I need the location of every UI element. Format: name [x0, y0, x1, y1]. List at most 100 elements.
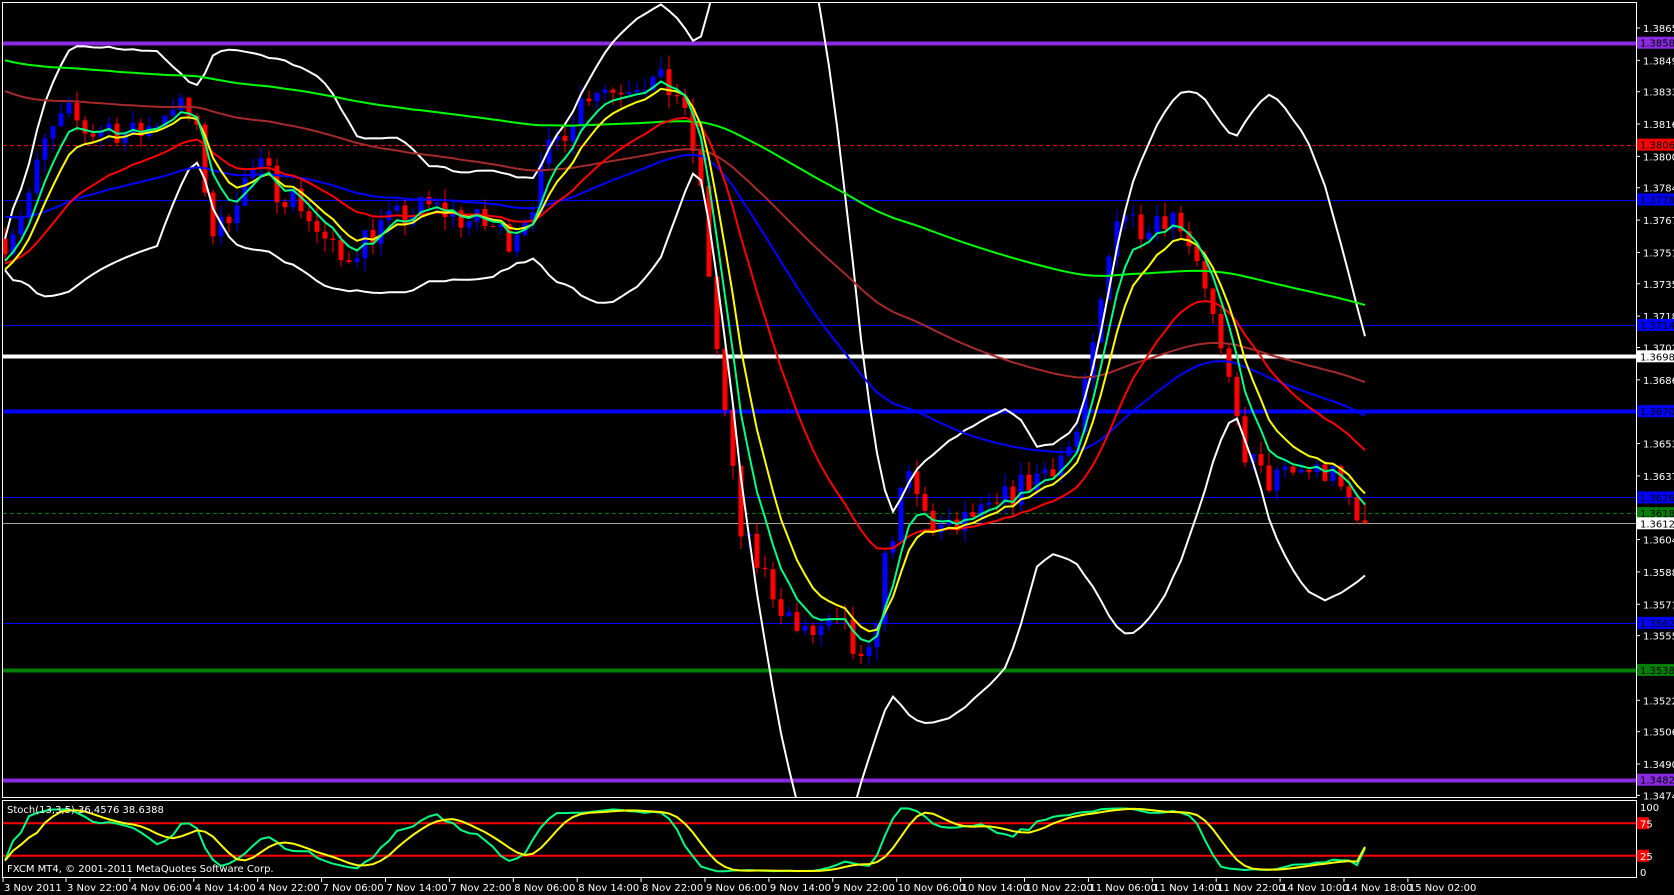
- y-tick-label: 1.35715: [1643, 600, 1674, 611]
- price-label: 1.37780: [1640, 196, 1674, 207]
- price-label-box: [1637, 405, 1674, 418]
- price-label: 1.38060: [1640, 141, 1674, 152]
- ma-21-line: [4, 116, 1366, 550]
- candle: [1298, 469, 1304, 473]
- candle: [490, 226, 496, 228]
- x-tick-label: 11 Nov 14:00: [1153, 883, 1220, 894]
- candle: [26, 192, 32, 218]
- stochastic-label: Stoch(13,3,5) 36.4576 38.6388: [7, 805, 164, 816]
- candle: [1090, 342, 1096, 380]
- candle: [1034, 473, 1040, 491]
- y-tick-label: 1.35555: [1643, 632, 1674, 643]
- candle: [322, 231, 328, 239]
- candle: [762, 567, 768, 570]
- candle: [794, 612, 800, 631]
- y-tick-label: 1.36045: [1643, 536, 1674, 547]
- stoch-axis-label: 75: [1640, 819, 1653, 830]
- candle: [298, 188, 304, 212]
- candle: [3, 238, 8, 255]
- candle: [130, 122, 136, 134]
- candle: [658, 69, 664, 77]
- y-tick-label: 1.34740: [1643, 791, 1674, 802]
- candle: [1106, 256, 1112, 300]
- candle: [66, 102, 72, 114]
- candle: [1194, 246, 1200, 262]
- candle: [466, 221, 472, 228]
- price-label-box: [1637, 663, 1674, 676]
- candle: [1282, 466, 1288, 470]
- stoch-main-line: [4, 807, 1366, 873]
- candle: [210, 192, 216, 237]
- candle: [122, 133, 128, 143]
- candle: [722, 349, 728, 410]
- candle: [618, 92, 624, 95]
- candle: [938, 524, 944, 533]
- candle: [434, 202, 440, 205]
- candle: [1250, 453, 1256, 463]
- x-tick-label: 7 Nov 14:00: [387, 883, 448, 894]
- candle: [706, 185, 712, 277]
- candle: [162, 115, 168, 127]
- price-label: 1.38580: [1640, 39, 1674, 50]
- candle: [202, 124, 208, 193]
- candle: [314, 221, 320, 232]
- price-label: 1.36700: [1640, 407, 1674, 418]
- candle: [802, 625, 808, 631]
- candle: [426, 197, 432, 205]
- candle: [850, 619, 856, 654]
- candle: [82, 120, 88, 134]
- stoch-axis-label: 0: [1640, 868, 1646, 879]
- candle: [1114, 221, 1120, 257]
- y-tick-label: 1.35065: [1643, 728, 1674, 739]
- x-tick-label: 7 Nov 06:00: [323, 883, 384, 894]
- candle: [1322, 464, 1328, 481]
- candle: [1306, 469, 1312, 473]
- candle: [946, 519, 952, 525]
- candle: [354, 258, 360, 262]
- candle: [1098, 299, 1104, 343]
- candle: [338, 239, 344, 261]
- x-tick-label: 9 Nov 22:00: [834, 883, 895, 894]
- stoch-panel-border: [2, 800, 1637, 878]
- y-tick-label: 1.38655: [1643, 24, 1674, 35]
- candle: [826, 618, 832, 626]
- candle: [610, 89, 616, 93]
- candle: [1362, 520, 1368, 524]
- y-tick-label: 1.36535: [1643, 440, 1674, 451]
- candle: [786, 612, 792, 616]
- candle: [530, 212, 536, 223]
- price-label-box: [1637, 318, 1674, 331]
- bollinger-lower-band: [4, 161, 1366, 797]
- price-label-box: [1637, 491, 1674, 504]
- x-tick-label: 10 Nov 14:00: [962, 883, 1029, 894]
- horizontal-levels: [3, 41, 1636, 783]
- candle: [602, 89, 608, 94]
- ma-100-line: [4, 90, 1366, 384]
- y-tick-label: 1.37510: [1643, 248, 1674, 259]
- candle: [770, 569, 776, 600]
- candle: [586, 98, 592, 102]
- price-label-box: [1637, 36, 1674, 49]
- y-tick-label: 1.38000: [1643, 152, 1674, 163]
- main-panel-border: [2, 2, 1637, 798]
- x-tick-label: 4 Nov 06:00: [131, 883, 192, 894]
- candle: [170, 109, 176, 116]
- candle: [402, 205, 408, 225]
- candle: [650, 76, 656, 91]
- candle: [554, 135, 560, 140]
- platform-copyright: FXCM MT4, © 2001-2011 MetaQuotes Softwar…: [7, 864, 274, 875]
- price-label: 1.37140: [1640, 321, 1674, 332]
- candle: [498, 224, 504, 228]
- candle: [1234, 376, 1240, 417]
- candle: [506, 224, 512, 252]
- candle: [378, 220, 384, 244]
- candle: [234, 205, 240, 224]
- candle: [1122, 215, 1128, 222]
- candle: [1138, 214, 1144, 240]
- price-label: 1.36980: [1640, 352, 1674, 363]
- candle: [138, 122, 144, 137]
- candle: [178, 97, 184, 110]
- candle: [698, 150, 704, 186]
- candle: [330, 238, 336, 240]
